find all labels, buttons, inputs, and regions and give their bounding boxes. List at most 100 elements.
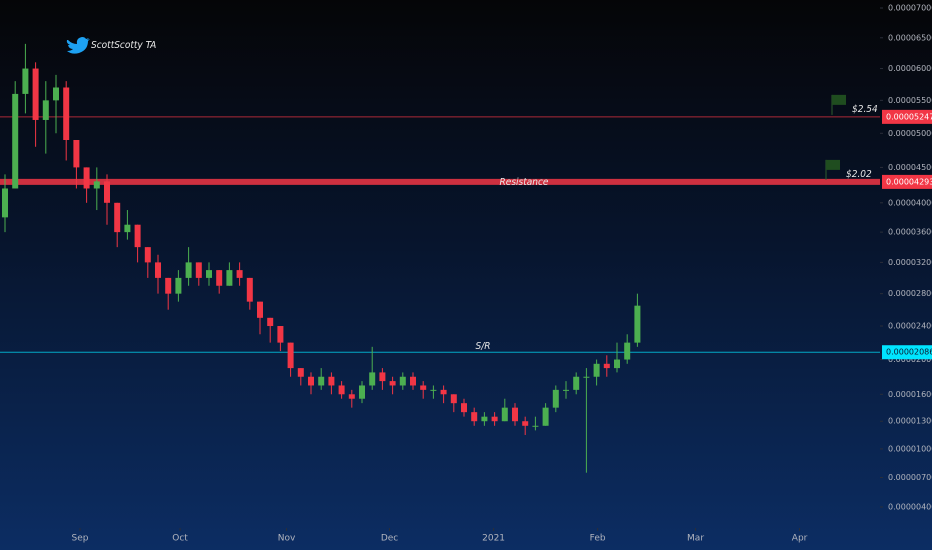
candle-body <box>461 403 467 413</box>
candle-body <box>338 385 345 395</box>
candle-body <box>236 270 243 278</box>
candle-body <box>206 270 212 278</box>
candle-body <box>53 87 59 101</box>
x-tick-label: Sep <box>71 534 88 544</box>
y-tick-label: 0.00001000 <box>888 444 932 453</box>
candle-body <box>195 262 202 278</box>
candle-body <box>267 317 274 327</box>
candle-body <box>420 385 427 390</box>
candle-body <box>22 68 29 94</box>
candle-body <box>2 188 8 218</box>
candle-body <box>634 305 641 343</box>
y-tick-label: 0.00003600 <box>888 228 932 237</box>
candle-body <box>134 224 141 248</box>
candle-body <box>226 270 233 286</box>
candle-body <box>216 270 223 286</box>
candle-body <box>389 381 396 386</box>
candle-body <box>369 372 376 386</box>
price-tag-label: 0.00004293 <box>886 177 932 186</box>
price-tag-label: 0.00002086 <box>886 348 932 357</box>
flag <box>832 94 846 105</box>
candle-body <box>379 372 386 382</box>
y-tick-label: 0.00004000 <box>888 198 932 207</box>
candle-body <box>512 407 518 422</box>
candle-body <box>410 376 416 386</box>
candle-body <box>246 277 253 302</box>
y-tick-label: 0.00000400 <box>888 503 932 512</box>
candle-body <box>430 389 437 391</box>
candle-body <box>593 363 600 377</box>
x-tick-label: Oct <box>172 534 188 544</box>
candle-body <box>573 376 580 390</box>
candle-body <box>165 277 172 294</box>
candle-body <box>532 425 539 427</box>
candle-body <box>359 385 365 399</box>
flag-label: $2.02 <box>846 169 872 180</box>
y-tick-label: 0.00001300 <box>888 417 932 426</box>
watermark: ScottScotty TA <box>91 40 156 51</box>
x-tick-label: Apr <box>792 534 808 544</box>
x-tick-label: 2021 <box>482 534 505 544</box>
y-tick-label: 0.00006500 <box>888 33 932 42</box>
candle-body <box>308 376 314 386</box>
y-tick-label: 0.00005500 <box>888 96 932 105</box>
candle-body <box>83 167 90 189</box>
candle-body <box>399 376 406 386</box>
candle-body <box>42 100 49 120</box>
y-tick-label: 0.00001600 <box>888 390 932 399</box>
candle-body <box>175 277 182 294</box>
level-annotation: S/R <box>476 341 491 352</box>
level-annotation: Resistance <box>500 177 549 188</box>
candle-body <box>501 407 508 422</box>
candle-body <box>104 181 110 203</box>
x-tick-label: Feb <box>590 534 606 544</box>
candle-body <box>277 326 284 343</box>
candle-body <box>614 359 620 369</box>
y-tick-label: 0.00002800 <box>888 289 932 298</box>
price-tag <box>882 174 932 189</box>
price-tag-label: 0.00005247 <box>886 112 932 121</box>
candle-body <box>73 140 80 168</box>
candle-body <box>114 202 121 233</box>
y-tick-label: 0.00004500 <box>888 163 932 172</box>
flag-label: $2.54 <box>852 104 878 115</box>
candle-body <box>257 301 263 318</box>
y-tick-label: 0.00000700 <box>888 473 932 482</box>
candle-body <box>287 342 294 369</box>
y-tick-label: 0.00007000 <box>888 4 932 13</box>
candle-body <box>603 363 610 369</box>
candle-body <box>144 247 151 263</box>
twitter-icon <box>66 37 90 54</box>
candle-body <box>12 93 19 189</box>
price-tag <box>882 109 932 124</box>
candle-body <box>450 394 457 404</box>
x-tick-label: Mar <box>687 534 704 544</box>
candle-body <box>552 389 559 408</box>
y-tick-label: 0.00005000 <box>888 129 932 138</box>
candle-body <box>328 376 335 386</box>
price-tag <box>882 345 932 360</box>
candle-body <box>155 262 161 278</box>
y-tick-label: 0.00002400 <box>888 322 932 331</box>
candle-body <box>93 181 100 189</box>
candle-body <box>63 87 70 141</box>
candle-body <box>491 416 498 422</box>
candle-body <box>124 224 131 233</box>
candle-body <box>563 389 569 391</box>
candle-body <box>542 407 549 426</box>
candle-body <box>32 68 39 120</box>
candle-body <box>481 416 488 422</box>
candle-body <box>583 376 590 378</box>
y-tick-label: 0.00003200 <box>888 258 932 267</box>
candle-body <box>471 412 478 422</box>
candle-body <box>318 376 325 386</box>
candle-body <box>185 262 192 278</box>
candle-body <box>297 368 304 377</box>
candle-body <box>624 342 631 360</box>
x-tick-label: Nov <box>278 534 296 544</box>
y-tick-label: 0.00006000 <box>888 64 932 73</box>
flag <box>826 159 840 170</box>
